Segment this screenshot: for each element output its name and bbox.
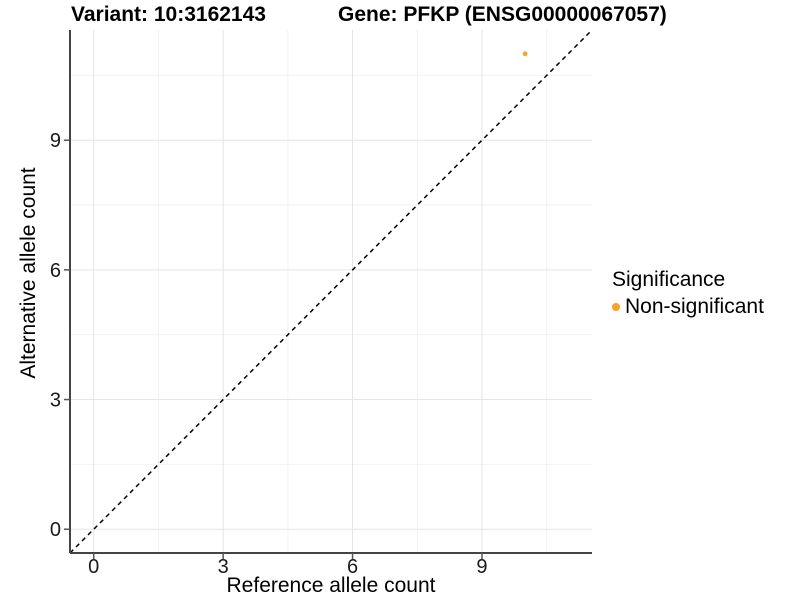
legend-item-label: Non-significant bbox=[625, 295, 764, 318]
y-tick-label: 9 bbox=[50, 130, 61, 152]
x-tick-label: 9 bbox=[476, 556, 487, 578]
identity-line bbox=[69, 29, 593, 554]
data-point bbox=[522, 51, 528, 57]
x-tick-label: 0 bbox=[88, 556, 99, 578]
y-tick-label: 3 bbox=[50, 390, 61, 412]
x-tick-label: 3 bbox=[218, 556, 229, 578]
y-tick-label: 6 bbox=[50, 260, 61, 282]
legend-item-non-significant: Non-significant bbox=[612, 295, 764, 319]
y-tick-label: 0 bbox=[50, 519, 61, 541]
variant-title: Variant: 10:3162143 bbox=[71, 3, 266, 26]
legend: Significance Non-significant bbox=[612, 268, 764, 319]
legend-point-icon bbox=[612, 303, 620, 311]
x-axis-title: Reference allele count bbox=[226, 574, 436, 597]
gene-title: Gene: PFKP (ENSG00000067057) bbox=[338, 3, 667, 26]
legend-title: Significance bbox=[612, 268, 726, 291]
y-axis-title: Alternative allele count bbox=[17, 167, 40, 379]
x-tick-label: 6 bbox=[347, 556, 358, 578]
